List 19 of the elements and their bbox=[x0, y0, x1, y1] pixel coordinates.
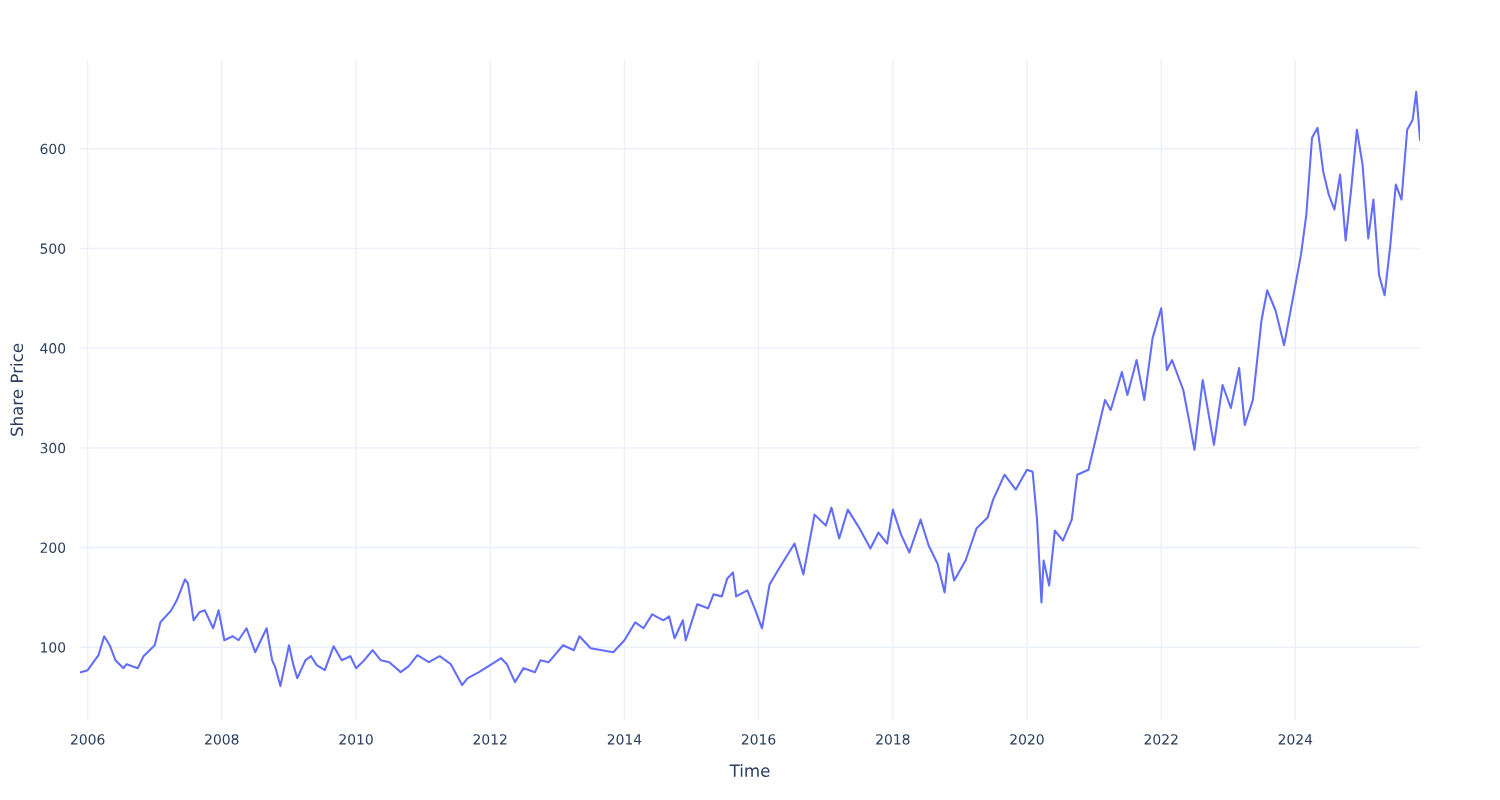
x-tick-label: 2014 bbox=[607, 734, 642, 745]
y-tick-label: 200 bbox=[40, 542, 66, 553]
x-tick-label: 2018 bbox=[876, 734, 910, 745]
y-axis-title: Share Price bbox=[10, 343, 24, 436]
x-tick-label: 2024 bbox=[1278, 734, 1313, 745]
y-tick-label: 600 bbox=[40, 143, 66, 155]
x-tick-label: 2012 bbox=[473, 734, 507, 745]
x-tick-label: 2016 bbox=[741, 734, 776, 745]
x-tick-label: 2008 bbox=[205, 734, 239, 745]
x-tick-label: 2010 bbox=[339, 734, 373, 745]
y-tick-label: 400 bbox=[40, 343, 66, 354]
y-tick-label: 500 bbox=[40, 243, 66, 254]
y-tick-label: 100 bbox=[41, 642, 66, 653]
line-series bbox=[79, 90, 1421, 688]
y-tick-label: 300 bbox=[40, 442, 66, 454]
x-tick-label: 2022 bbox=[1144, 734, 1178, 745]
x-axis-title: Time bbox=[729, 764, 770, 777]
x-tick-label: 2020 bbox=[1010, 734, 1044, 745]
x-tick-label: 2006 bbox=[71, 734, 105, 745]
